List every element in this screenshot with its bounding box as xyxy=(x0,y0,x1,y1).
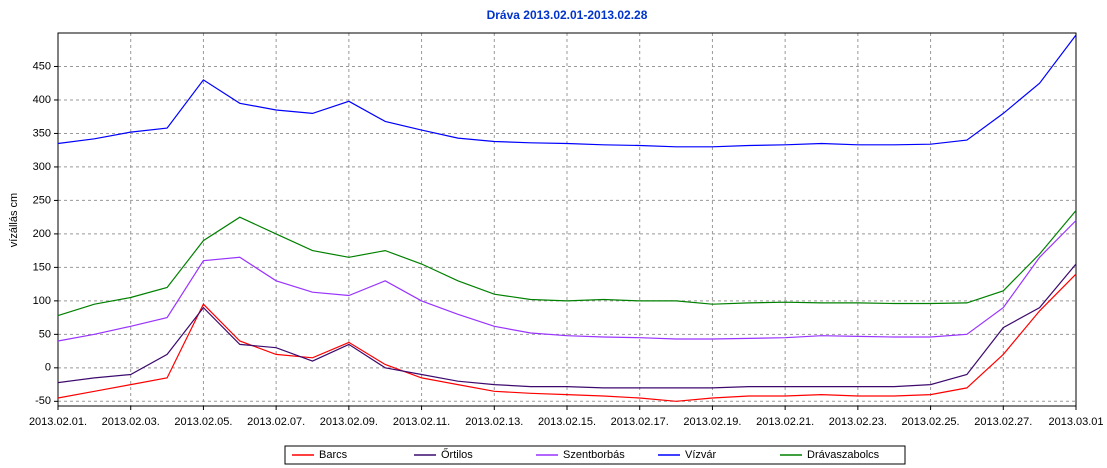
data-line xyxy=(57,220,1077,342)
legend-label: Vízvár xyxy=(685,449,717,461)
x-tick-label: 2013.02.05. xyxy=(174,416,232,428)
plot-frame xyxy=(57,32,1077,407)
x-tick-label: 2013.02.01. xyxy=(29,416,87,428)
x-tick-label: 2013.02.03. xyxy=(102,416,160,428)
x-tick-label: 2013.02.13. xyxy=(465,416,523,428)
y-tick-label: 150 xyxy=(33,261,51,273)
data-line xyxy=(57,273,1077,402)
y-axis-label: vízállás cm xyxy=(8,193,20,247)
legend-label: Szentborbás xyxy=(563,449,625,461)
x-tick-label: 2013.02.11. xyxy=(393,416,450,428)
y-tick-label: 350 xyxy=(33,127,51,139)
data-line xyxy=(57,263,1077,389)
legend-box xyxy=(284,445,906,465)
x-tick-label: 2013.02.21. xyxy=(756,416,814,428)
y-tick-label: 300 xyxy=(33,161,51,173)
y-tick-label: 250 xyxy=(33,194,51,206)
x-tick-label: 2013.03.01 xyxy=(1048,416,1103,428)
x-tick-label: 2013.02.15. xyxy=(538,416,596,428)
x-tick-label: 2013.02.17. xyxy=(611,416,669,428)
x-tick-label: 2013.02.09. xyxy=(320,416,378,428)
y-tick-label: 400 xyxy=(33,94,51,106)
y-tick-label: 450 xyxy=(33,60,51,72)
legend-label: Őrtilos xyxy=(441,447,473,461)
x-tick-label: 2013.02.07. xyxy=(247,416,305,428)
x-tick-label: 2013.02.19. xyxy=(683,416,741,428)
y-tick-label: 100 xyxy=(33,295,51,307)
legend-label: Barcs xyxy=(319,449,348,461)
data-line xyxy=(57,210,1077,317)
y-tick-label: -50 xyxy=(35,395,51,407)
x-tick-label: 2013.02.25. xyxy=(902,416,960,428)
x-tick-label: 2013.02.27. xyxy=(974,416,1032,428)
y-tick-label: 0 xyxy=(45,362,51,374)
legend-label: Drávaszabolcs xyxy=(807,449,880,461)
y-tick-label: 200 xyxy=(33,228,51,240)
x-tick-label: 2013.02.23. xyxy=(829,416,887,428)
chart-title: Dráva 2013.02.01-2013.02.28 xyxy=(487,8,648,22)
data-line xyxy=(57,34,1077,148)
y-tick-label: 50 xyxy=(39,328,51,340)
